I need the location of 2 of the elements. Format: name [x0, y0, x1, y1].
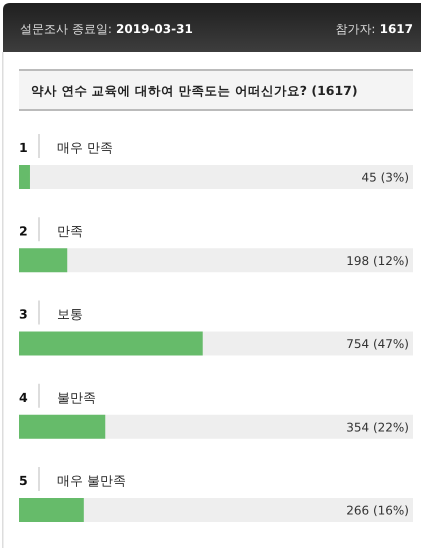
- subtitle: 설문조사 종료일: 2019-03-31: [20, 22, 193, 36]
- title: 약사 연수 교육에 대하여 만족도는 어떠신가요? (1617): [31, 83, 358, 98]
